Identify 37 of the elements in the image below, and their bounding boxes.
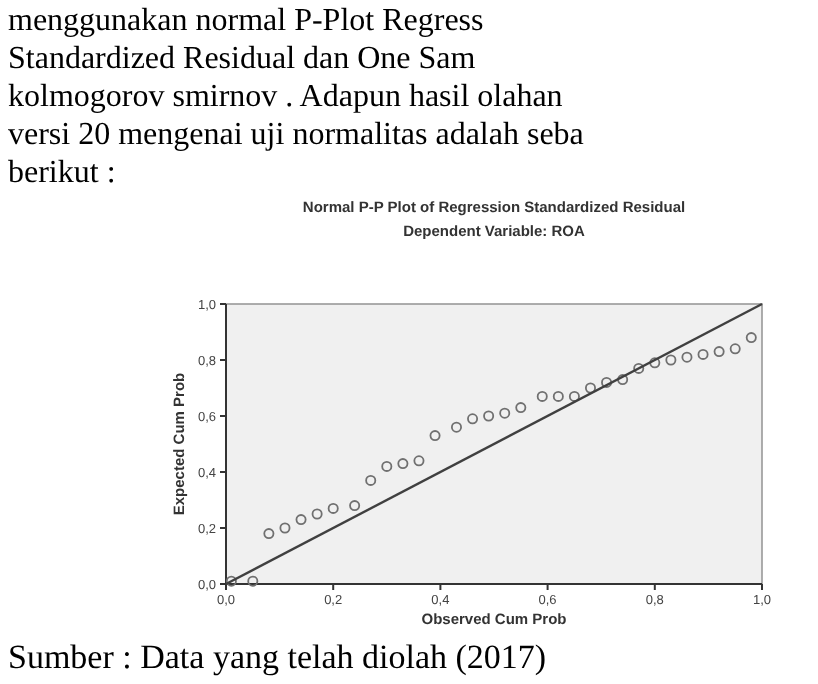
text: kolmogorov smirnov . Adapun hasil olahan — [8, 80, 563, 114]
point — [397, 458, 409, 470]
point — [633, 362, 645, 374]
point — [729, 343, 741, 355]
point — [311, 508, 323, 520]
point — [295, 514, 307, 526]
point — [515, 402, 527, 414]
point — [713, 346, 725, 358]
point — [649, 357, 661, 369]
point — [568, 390, 580, 402]
point — [745, 332, 757, 344]
point — [247, 575, 259, 587]
point — [365, 474, 377, 486]
text: Standardized Residual dan One Sam — [8, 42, 477, 76]
point — [552, 390, 564, 402]
point — [429, 430, 441, 442]
point — [681, 351, 693, 363]
point — [499, 407, 511, 419]
text: versi 20 mengenai uji normalitas adalah seba — [8, 118, 584, 152]
point — [413, 455, 425, 467]
point — [536, 390, 548, 402]
point — [584, 382, 596, 394]
point — [483, 410, 495, 422]
point — [263, 528, 275, 540]
point — [697, 348, 709, 360]
point — [327, 502, 339, 514]
point — [467, 413, 479, 425]
point — [279, 522, 291, 534]
point — [349, 500, 361, 512]
text: menggunakan normal P-Plot Regress — [8, 4, 484, 38]
point — [381, 460, 393, 472]
point — [450, 421, 462, 433]
point — [665, 354, 677, 366]
point — [617, 374, 629, 386]
text: Sumber : Data yang telah diolah (2017) — [8, 638, 547, 676]
text: berikut : — [8, 156, 116, 190]
point — [601, 376, 613, 388]
